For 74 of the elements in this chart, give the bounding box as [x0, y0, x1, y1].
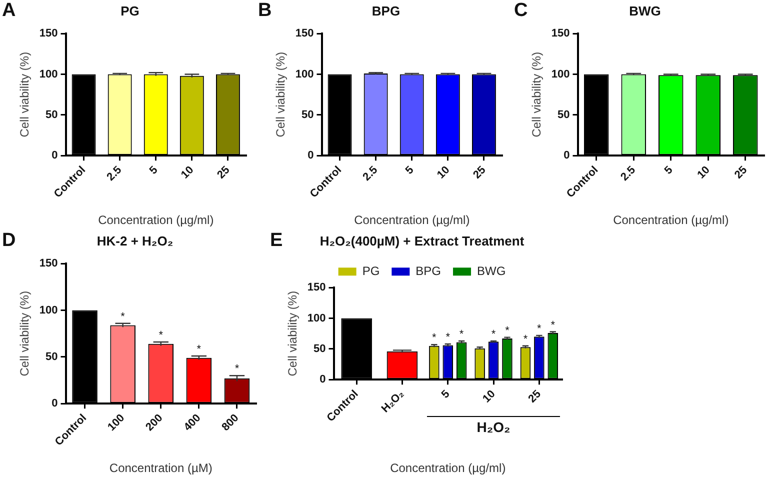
text: A — [2, 0, 16, 22]
x-axis-title: Concentration (µg/ml) — [98, 213, 214, 228]
x-tick-label: 25 — [526, 388, 544, 406]
x-tick-label: 25 — [215, 164, 232, 182]
y-tick-label: 50 — [302, 108, 314, 121]
y-tick-label: 100 — [295, 68, 314, 80]
x-tick-label: 2.5 — [618, 164, 638, 184]
legend-label: BWG — [477, 264, 506, 278]
y-axis-title: Cell viability (%) — [18, 290, 32, 376]
data-label: * — [537, 322, 542, 335]
x-tick-label: 5 — [147, 164, 160, 177]
y-tick-label: 100 — [307, 312, 326, 324]
data-label: * — [491, 328, 496, 340]
text: D — [2, 230, 16, 252]
chart-title: PG — [120, 3, 140, 18]
data-label: * — [158, 330, 164, 342]
text: E — [270, 230, 283, 252]
y-tick-label: 100 — [551, 68, 570, 80]
y-tick-label: 50 — [46, 108, 58, 121]
x-axis-title: Concentration (µg/ml) — [613, 213, 729, 228]
data-label: * — [523, 333, 528, 346]
y-tick-label: 50 — [558, 108, 570, 121]
y-tick-label: 0 — [52, 398, 58, 410]
x-tick-label: 10 — [435, 164, 452, 182]
y-axis-title: Cell viability (%) — [530, 52, 544, 138]
legend-label: PG — [362, 264, 380, 278]
y-tick-label: 50 — [314, 342, 326, 355]
text: C — [514, 0, 528, 22]
x-tick-label: 5 — [662, 164, 676, 177]
y-tick-label: 150 — [551, 28, 570, 40]
x-tick-label: 25 — [471, 164, 488, 182]
y-axis-title: Cell viability (%) — [286, 290, 300, 376]
x-tick-label: 400 — [182, 412, 204, 434]
data-label: * — [432, 332, 438, 344]
y-tick-label: 100 — [39, 68, 58, 80]
x-tick-label: 10 — [695, 164, 712, 182]
x-axis-title: Concentration (µM) — [109, 461, 212, 476]
legend-label: BPG — [416, 264, 442, 278]
y-tick-label: 150 — [39, 258, 58, 270]
x-axis-title: Concentration (µg/ml) — [390, 461, 506, 476]
x-tick-label: 2.5 — [104, 164, 124, 184]
x-tick-label: 10 — [179, 164, 196, 182]
x-tick-label: 5 — [403, 164, 416, 177]
x-tick-label: 200 — [144, 412, 166, 434]
y-tick-label: 150 — [39, 28, 58, 40]
chart-title: H₂O₂(400µM) + Extract Treatment — [320, 233, 525, 248]
data-label: * — [196, 344, 202, 356]
x-tick-label: 800 — [220, 412, 242, 434]
x-tick-label: 25 — [732, 164, 750, 182]
x-tick-label: 10 — [480, 388, 498, 406]
data-label: * — [459, 328, 464, 340]
x-tick-label: 2.5 — [360, 164, 380, 184]
y-axis-title: Cell viability (%) — [274, 52, 288, 138]
y-tick-label: 0 — [564, 150, 570, 162]
y-tick-label: 0 — [320, 374, 326, 386]
y-tick-label: 150 — [307, 282, 326, 294]
x-tick-label: 5 — [439, 388, 452, 401]
data-label: * — [446, 332, 451, 344]
y-axis-title: Cell viability (%) — [18, 52, 32, 138]
y-tick-label: 100 — [39, 304, 58, 316]
x-tick-label: 100 — [106, 412, 128, 434]
chart-title: BPG — [372, 3, 400, 18]
data-label: * — [120, 310, 126, 323]
chart-title: HK-2 + H₂O₂ — [96, 233, 174, 248]
text: B — [258, 0, 272, 22]
y-tick-label: 0 — [52, 150, 58, 162]
y-tick-label: 0 — [308, 150, 314, 162]
data-label: * — [505, 324, 510, 337]
data-label: * — [550, 319, 556, 332]
chart-title: BWG — [629, 3, 661, 18]
x-axis-title: Concentration (µg/ml) — [354, 213, 470, 228]
y-tick-label: 150 — [295, 28, 314, 40]
y-tick-label: 50 — [46, 350, 58, 363]
data-label: * — [234, 363, 240, 376]
